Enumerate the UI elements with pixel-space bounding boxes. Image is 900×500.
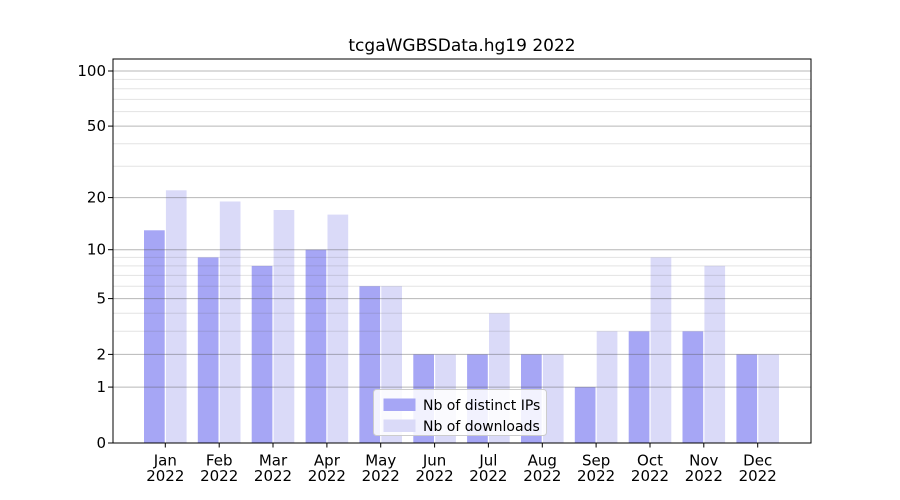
bar-downloads-apr — [327, 214, 349, 443]
legend-swatch-downloads — [383, 419, 416, 432]
x-tick-label-aug: Aug 2022 — [523, 452, 561, 486]
x-tick-label-nov: Nov 2022 — [685, 452, 723, 486]
x-tick-label-jul: Jul 2022 — [469, 452, 507, 486]
legend-label-downloads: Nb of downloads — [423, 419, 540, 435]
y-tick-label: 1 — [96, 378, 106, 396]
x-tick-month: Mar — [259, 452, 288, 470]
x-tick-year: 2022 — [739, 467, 777, 485]
x-tick-label-jan: Jan 2022 — [146, 452, 184, 486]
legend-swatch-distinct-ips — [383, 398, 416, 411]
y-tick-label: 2 — [96, 345, 106, 363]
x-tick-month: Feb — [206, 452, 233, 470]
gridlines-group — [113, 70, 811, 388]
bar-distinct-ips-oct — [628, 331, 650, 443]
y-tick-label: 50 — [87, 117, 106, 135]
y-tick-label: 10 — [87, 241, 106, 259]
x-tick-month: Aug — [528, 452, 557, 470]
x-tick-label-apr: Apr 2022 — [308, 452, 346, 486]
bar-distinct-ips-dec — [736, 354, 758, 443]
x-tick-label-feb: Feb 2022 — [200, 452, 238, 486]
x-tick-year: 2022 — [577, 467, 615, 485]
x-tick-month: Jun — [422, 452, 446, 470]
y-tick-label: 100 — [77, 62, 106, 80]
bar-distinct-ips-jan — [144, 230, 165, 443]
x-tick-year: 2022 — [631, 467, 669, 485]
x-tick-year: 2022 — [308, 467, 346, 485]
bar-distinct-ips-sep — [574, 387, 596, 443]
x-tick-label-may: May 2022 — [362, 452, 400, 486]
bar-downloads-jan — [165, 190, 187, 443]
x-tick-month: Oct — [637, 452, 663, 470]
bar-downloads-oct — [650, 257, 672, 443]
x-tick-year: 2022 — [416, 467, 454, 485]
x-tick-label-mar: Mar 2022 — [254, 452, 292, 486]
x-tick-label-sep: Sep 2022 — [577, 452, 615, 486]
x-tick-month: Apr — [314, 452, 341, 470]
x-tick-year: 2022 — [254, 467, 292, 485]
bar-downloads-dec — [758, 354, 779, 443]
x-tick-label-dec: Dec 2022 — [739, 452, 777, 486]
plot-frame — [112, 58, 812, 444]
x-tick-month: May — [365, 452, 396, 470]
x-tick-year: 2022 — [200, 467, 238, 485]
x-tick-label-jun: Jun 2022 — [416, 452, 454, 486]
y-tick-label: 20 — [87, 189, 106, 207]
bar-downloads-mar — [273, 210, 295, 443]
x-tick-year: 2022 — [362, 467, 400, 485]
legend: Nb of distinct IPs Nb of downloads — [373, 389, 547, 436]
chart-title: tcgaWGBSData.hg19 2022 — [348, 36, 575, 56]
legend-box — [373, 389, 547, 436]
bar-distinct-ips-feb — [197, 257, 219, 443]
x-tick-year: 2022 — [685, 467, 723, 485]
x-tick-month: Jan — [153, 452, 177, 470]
x-tick-month: Sep — [582, 452, 610, 470]
legend-label-distinct-ips: Nb of distinct IPs — [423, 398, 540, 414]
bar-downloads-sep — [596, 331, 618, 443]
x-tick-month: Nov — [689, 452, 718, 470]
x-tick-label-oct: Oct 2022 — [631, 452, 669, 486]
x-tick-year: 2022 — [146, 467, 184, 485]
bar-distinct-ips-apr — [305, 249, 327, 443]
bar-distinct-ips-nov — [682, 331, 704, 443]
y-tick-label: 0 — [96, 434, 106, 452]
bar-downloads-aug — [542, 354, 564, 443]
bar-downloads-feb — [219, 201, 241, 443]
x-tick-year: 2022 — [469, 467, 507, 485]
y-tick-label: 5 — [96, 290, 106, 308]
x-tick-month: Dec — [743, 452, 772, 470]
x-tick-month: Jul — [478, 452, 497, 470]
bar-distinct-ips-mar — [251, 265, 273, 443]
bar-downloads-nov — [704, 265, 726, 443]
x-tick-year: 2022 — [523, 467, 561, 485]
